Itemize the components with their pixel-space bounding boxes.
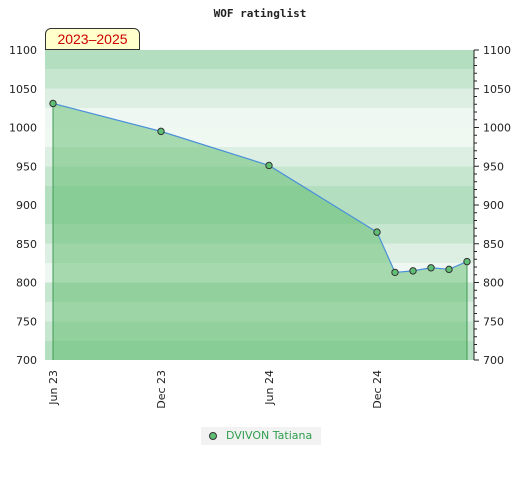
data-point[interactable] xyxy=(391,268,399,277)
data-point[interactable] xyxy=(463,257,471,266)
y-tick-label-left: 950 xyxy=(16,160,37,173)
data-point[interactable] xyxy=(409,267,417,275)
y-tick-label-right: 1050 xyxy=(483,83,511,96)
period-badge: 2023–2025 xyxy=(45,28,140,50)
y-tick-label-left: 1050 xyxy=(9,83,37,96)
x-tick-label: Jun 23 xyxy=(47,370,60,406)
y-tick-label-left: 1100 xyxy=(9,44,37,57)
y-tick-label-left: 900 xyxy=(16,199,37,212)
data-point[interactable] xyxy=(373,228,381,236)
series-points xyxy=(49,99,471,277)
data-point[interactable] xyxy=(427,264,435,272)
x-tick-label: Dec 24 xyxy=(371,370,384,409)
data-point[interactable] xyxy=(265,161,273,170)
y-tick-label-left: 850 xyxy=(16,238,37,251)
y-tick-label-left: 750 xyxy=(16,315,37,328)
chart-title: WOF ratinglist xyxy=(214,7,307,20)
data-point[interactable] xyxy=(445,265,453,274)
area-fill xyxy=(52,103,468,360)
y-tick-label-right: 850 xyxy=(483,238,504,251)
y-tick-label-right: 750 xyxy=(483,315,504,328)
y-tick-label-right: 950 xyxy=(483,160,504,173)
background-band xyxy=(45,108,474,128)
data-point[interactable] xyxy=(49,99,57,108)
y-tick-label-right: 1100 xyxy=(483,44,511,57)
y-tick-label-left: 1000 xyxy=(9,122,37,135)
y-tick-label-left: 800 xyxy=(16,277,37,290)
x-tick-label: Dec 23 xyxy=(155,370,168,409)
y-tick-label-right: 800 xyxy=(483,277,504,290)
background-band xyxy=(45,50,474,70)
background-band xyxy=(45,69,474,89)
legend-label: DVIVON Tatiana xyxy=(226,429,313,442)
x-tick-label: Jun 24 xyxy=(263,370,276,406)
y-tick-label-right: 1000 xyxy=(483,122,511,135)
y-tick-label-left: 700 xyxy=(16,354,37,367)
background-band xyxy=(45,88,474,109)
data-point[interactable] xyxy=(157,127,165,136)
axes: 700 700 750 750 800 800 850 850 900 900 950 950 1000… xyxy=(9,44,511,409)
y-tick-label-right: 700 xyxy=(483,354,504,367)
legend[interactable]: DVIVON Tatiana xyxy=(201,427,321,445)
area-path xyxy=(53,103,467,360)
y-tick-label-right: 900 xyxy=(483,199,504,212)
legend-marker-icon xyxy=(209,432,217,440)
